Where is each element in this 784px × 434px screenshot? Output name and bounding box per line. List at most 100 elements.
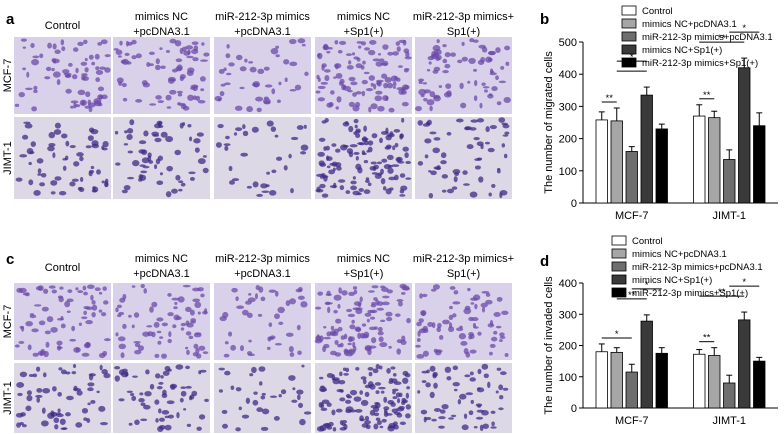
cell — [454, 172, 460, 177]
cell — [364, 420, 371, 425]
cell — [485, 126, 490, 133]
cell — [339, 420, 344, 426]
cell — [326, 156, 333, 161]
cell — [78, 187, 85, 193]
cell — [380, 390, 385, 394]
cell — [19, 325, 24, 329]
cell — [357, 332, 362, 339]
y-tick-label: 500 — [559, 37, 577, 49]
cell — [332, 167, 336, 172]
cell — [345, 53, 353, 57]
cell — [43, 288, 49, 294]
cell — [469, 377, 476, 382]
cell — [285, 300, 291, 307]
row-label: MCF-7 — [2, 305, 14, 339]
cell — [396, 348, 402, 355]
cell — [96, 390, 100, 394]
cell — [373, 164, 379, 170]
cell — [493, 312, 501, 317]
cell — [423, 98, 428, 102]
micrograph — [113, 363, 210, 433]
cell — [406, 317, 411, 324]
cell — [326, 290, 331, 296]
cell — [218, 68, 225, 74]
cell — [141, 157, 150, 164]
cell — [326, 165, 331, 169]
cell — [204, 308, 208, 314]
cell — [387, 425, 395, 432]
cell — [502, 134, 509, 137]
cell — [16, 422, 21, 428]
cell — [240, 152, 248, 157]
cell — [266, 171, 270, 175]
cell — [53, 129, 62, 135]
cell — [143, 130, 149, 137]
cell — [36, 388, 43, 393]
cell — [183, 50, 191, 56]
cell — [236, 305, 245, 310]
cell — [164, 424, 172, 431]
cell — [248, 292, 252, 296]
x-tick-label: JIMT-1 — [712, 415, 746, 427]
cell — [149, 103, 157, 106]
cell — [418, 318, 424, 323]
cell — [57, 408, 61, 413]
cell — [479, 424, 484, 432]
column-header: +pcDNA3.1 — [234, 26, 291, 38]
cell — [402, 377, 409, 384]
cell — [480, 302, 488, 308]
cell — [27, 344, 32, 351]
cell — [165, 191, 172, 198]
cell — [96, 169, 101, 175]
cell — [355, 408, 363, 413]
cell — [429, 91, 436, 98]
cell — [317, 85, 326, 90]
cell — [352, 286, 358, 290]
cell — [160, 65, 166, 69]
cell — [56, 79, 61, 86]
cell — [179, 397, 184, 403]
cell — [39, 182, 46, 187]
cell — [36, 158, 44, 164]
x-tick-label: MCF-7 — [615, 210, 649, 222]
cell — [365, 424, 371, 430]
micrograph-bg — [315, 37, 412, 114]
cell — [138, 174, 144, 180]
cell — [365, 179, 370, 184]
cell — [40, 420, 49, 427]
cell — [79, 99, 87, 106]
cell — [352, 52, 356, 56]
cell — [81, 73, 88, 77]
cell — [76, 152, 84, 157]
cell — [315, 90, 321, 94]
cell — [291, 399, 298, 403]
cell — [375, 90, 383, 95]
cell — [473, 95, 478, 102]
cell — [193, 343, 199, 349]
cell — [202, 351, 209, 355]
cell — [43, 350, 49, 358]
cell — [424, 154, 429, 159]
bar — [625, 371, 638, 409]
cell — [381, 301, 390, 306]
cell — [171, 297, 180, 301]
cell — [350, 81, 358, 86]
cell — [320, 385, 325, 389]
cell — [323, 336, 331, 340]
cell — [498, 407, 504, 411]
cell — [278, 81, 282, 86]
bar — [708, 117, 721, 204]
bar — [723, 382, 736, 409]
cell — [283, 59, 290, 65]
cell — [394, 142, 399, 148]
cell — [369, 409, 376, 416]
cell — [470, 297, 478, 301]
cell — [154, 164, 158, 170]
cell — [81, 352, 90, 357]
cell — [289, 61, 298, 67]
cell — [319, 183, 326, 189]
cell — [481, 306, 486, 313]
cell — [185, 385, 192, 389]
cell — [79, 156, 84, 162]
cell — [399, 173, 406, 178]
